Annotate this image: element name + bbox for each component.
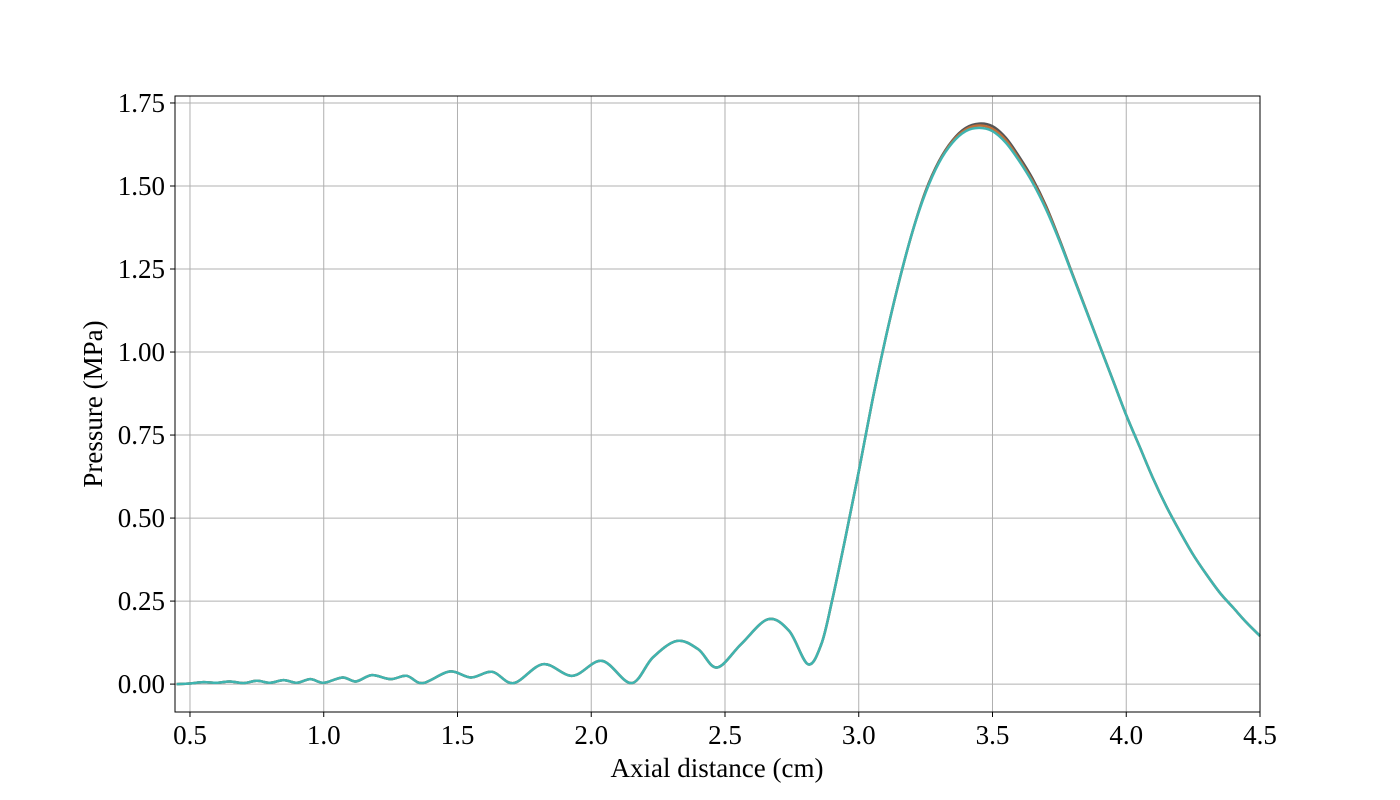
x-tick-label: 1.5 bbox=[441, 720, 475, 750]
x-tick-label: 4.5 bbox=[1243, 720, 1277, 750]
y-tick-label: 1.25 bbox=[118, 254, 165, 284]
x-axis-label: Axial distance (cm) bbox=[611, 753, 824, 783]
series-line bbox=[176, 122, 1261, 686]
x-tick-label: 3.0 bbox=[842, 720, 876, 750]
y-tick-label: 0.50 bbox=[118, 503, 165, 533]
x-tick-label: 2.0 bbox=[574, 720, 608, 750]
x-tick-label: 3.5 bbox=[976, 720, 1010, 750]
x-tick-label: 1.0 bbox=[307, 720, 341, 750]
x-tick-label: 4.0 bbox=[1109, 720, 1143, 750]
y-tick-label: 1.00 bbox=[118, 337, 165, 367]
y-tick-label: 1.75 bbox=[118, 88, 165, 118]
y-axis-label: Pressure (MPa) bbox=[78, 320, 108, 487]
y-tick-label: 0.00 bbox=[118, 669, 165, 699]
x-tick-label: 2.5 bbox=[708, 720, 742, 750]
ticks: 0.5 1.0 1.5 2.0 2.5 3.0 3.5 4.0 4.5 0.00 0.25 0.50 0… bbox=[118, 88, 1277, 750]
y-tick-label: 0.75 bbox=[118, 420, 165, 450]
plot-frame bbox=[174, 95, 1261, 713]
series-line bbox=[176, 124, 1261, 686]
x-tick-label: 0.5 bbox=[173, 720, 207, 750]
lines bbox=[176, 122, 1261, 686]
series-line bbox=[176, 126, 1261, 686]
y-tick-label: 0.25 bbox=[118, 586, 165, 616]
y-tick-label: 1.50 bbox=[118, 171, 165, 201]
grid bbox=[175, 96, 1261, 712]
